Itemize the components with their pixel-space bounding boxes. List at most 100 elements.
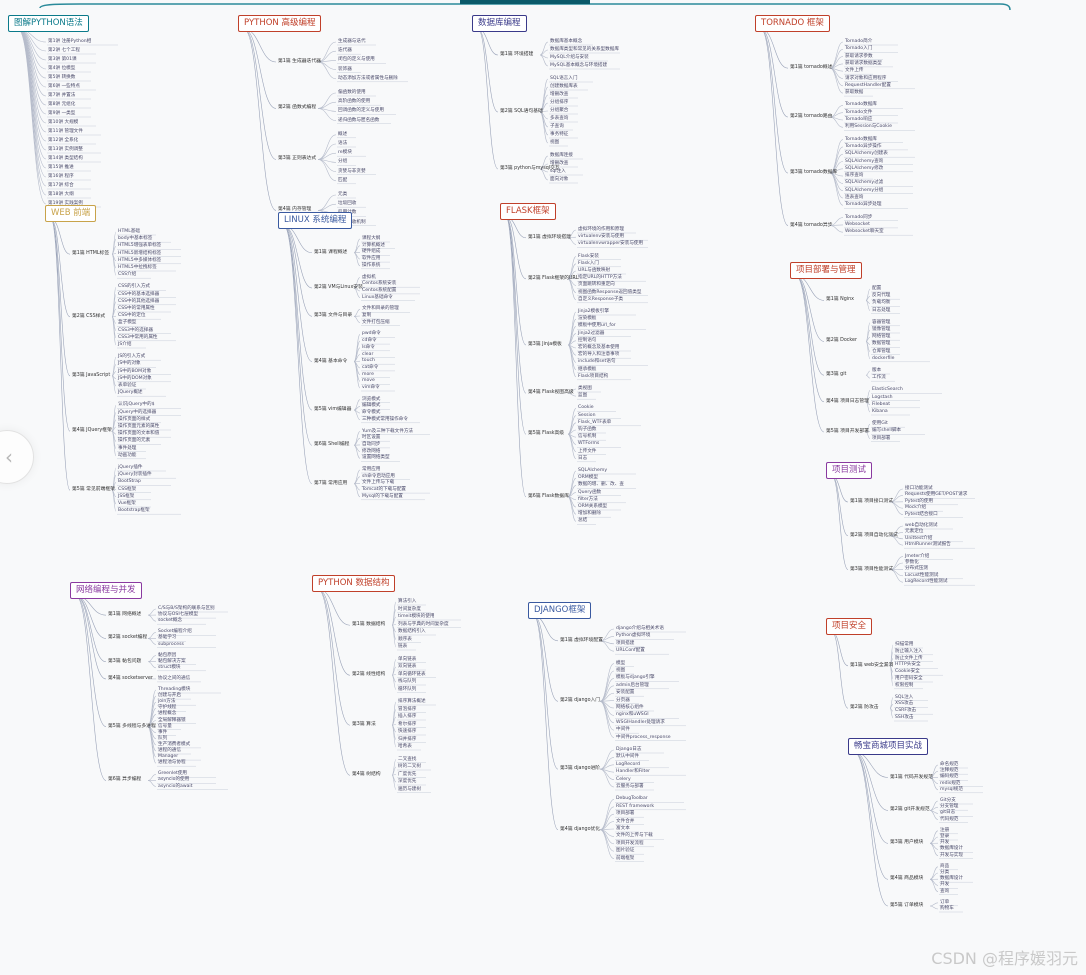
topic-item[interactable]: Flask_WTF表单 [578,419,612,425]
topic-item[interactable]: 多表查询 [550,116,569,121]
topic-item[interactable]: 注释规范 [940,768,959,774]
topic-item[interactable]: 单向链表 [398,656,417,662]
topic-item[interactable]: Kibana [872,409,888,414]
topic-item[interactable]: 第18讲 大纲 [48,192,74,197]
topic-item[interactable]: 数据库设计 [940,846,963,852]
topic-item[interactable]: 复制 [362,313,372,318]
topic-item[interactable]: Django日志 [616,747,642,752]
topic-item[interactable]: mysql规范 [940,786,963,792]
topic-item[interactable]: 网络核心组件 [616,705,644,710]
topic-item[interactable]: 网络管理 [872,334,891,340]
topic-item[interactable]: 常用应用 [362,467,381,472]
topic-item[interactable]: Flask项目结构 [578,373,609,379]
topic-item[interactable]: Pytest结合接口 [905,511,938,517]
branch-title[interactable]: 项目安全 [826,618,873,635]
section-label[interactable]: 第1篇 Nginx [826,297,855,303]
topic-item[interactable]: JS的引入方式 [118,354,146,360]
section-label[interactable]: 第2篇 VM与Linux安装 [314,284,363,290]
topic-item[interactable]: 模板中使用url_for [578,323,616,329]
section-label[interactable]: 第4篇 socketserver [108,675,153,681]
topic-item[interactable]: 视图 [550,140,560,145]
branch-title[interactable]: 数据库编程 [472,15,527,32]
topic-item[interactable]: Locust性能测试 [905,572,939,578]
topic-item[interactable]: struct模块 [158,664,181,670]
topic-item[interactable]: 文件上传与下载 [362,480,395,486]
topic-item[interactable]: 请求对象和应用程序 [845,75,887,81]
topic-item[interactable]: 顺序表 [398,636,412,642]
topic-item[interactable]: LogRecord性能测试 [905,579,948,585]
topic-item[interactable]: 第11讲 管理文件 [48,129,83,134]
topic-item[interactable]: 高阶函数的使用 [338,99,371,105]
topic-item[interactable]: virtualenvwrapper安装与使用 [578,241,644,247]
topic-item[interactable]: Tornado响应 [845,117,873,122]
topic-item[interactable]: 项目搭建 [616,640,635,646]
topic-item[interactable]: HTML5中拉拽标签 [118,265,157,270]
topic-item[interactable]: 文件打包压缩 [362,319,390,325]
topic-item[interactable]: 登录 [940,834,950,839]
topic-item[interactable]: Handler和Filter [616,769,651,775]
topic-item[interactable]: 宏的概念及基本使用 [578,345,620,350]
topic-item[interactable]: socket概念 [158,618,183,624]
topic-item[interactable]: 获取数据 [845,90,864,96]
topic-item[interactable]: 文件的上传与下载 [616,833,653,839]
section-label[interactable]: 第1篇 环境搭建 [500,52,534,57]
topic-item[interactable]: SQLAlchemy创建表 [845,151,888,157]
topic-item[interactable]: 中间件 [616,727,630,733]
topic-item[interactable]: 配置 [872,286,882,291]
topic-item[interactable]: 第4讲 位模型 [48,66,76,71]
topic-item[interactable]: Tornado简介 [845,39,873,44]
section-label[interactable]: 第1篇 web安全漏洞 [850,662,894,668]
section-label[interactable]: 第5篇 多线程与多进程 [108,723,156,729]
topic-item[interactable]: REST framework [616,803,655,809]
topic-item[interactable]: CSRF攻击 [895,708,917,714]
topic-item[interactable]: 黏包原因 [158,652,177,658]
topic-item[interactable]: 第14讲 类型结构 [48,156,83,161]
topic-item[interactable]: 开发 [940,840,950,846]
section-label[interactable]: 第1篇 项目接口测试 [850,499,893,504]
section-label[interactable]: 第7篇 常用应用 [314,480,348,486]
topic-item[interactable]: 图片验证 [616,848,635,854]
topic-item[interactable]: 事件 [158,729,168,735]
topic-item[interactable]: 偏函数的使用 [338,90,366,95]
topic-item[interactable]: CSS中的其他选择器 [118,298,160,304]
topic-item[interactable]: 修改网络 [362,448,381,454]
topic-item[interactable]: 树的二叉树 [398,764,421,769]
topic-item[interactable]: SQLAlchemy查询 [845,158,884,164]
topic-item[interactable]: 生产消费者模式 [158,741,191,747]
topic-item[interactable]: 操作系统 [362,262,381,268]
section-label[interactable]: 第3篇 用户模块 [890,840,924,846]
topic-item[interactable]: 防止文件上传 [895,655,923,661]
topic-item[interactable]: 广度优先 [398,771,417,777]
topic-item[interactable]: cat命令 [362,364,379,370]
topic-item[interactable]: cd命令 [362,338,377,344]
topic-item[interactable]: 浏览模式 [362,396,381,402]
section-label[interactable]: 第1篇 生成器迭代器 [278,59,321,64]
topic-item[interactable]: 贪婪与非贪婪 [338,168,366,174]
topic-item[interactable]: admin后台管理 [616,682,649,688]
topic-item[interactable]: virtualenv安装与使用 [578,234,625,240]
topic-item[interactable]: 创建数据库表 [550,84,578,89]
topic-item[interactable]: 第17讲 综合 [48,183,74,188]
topic-item[interactable]: 增删改查 [550,161,569,166]
topic-item[interactable]: 视图函数Response返回值类型 [578,289,642,295]
topic-item[interactable]: 信号机制 [578,434,597,440]
topic-item[interactable]: sql注入 [550,169,566,174]
topic-item[interactable]: 迭代器 [338,48,352,54]
topic-item[interactable]: 虚拟机 [362,274,376,280]
section-label[interactable]: 第2篇 socket编程 [108,635,148,641]
topic-item[interactable]: 钩子函数 [578,427,597,432]
topic-item[interactable]: 上传文件 [578,448,597,454]
topic-item[interactable]: filter方法 [578,496,598,502]
topic-item[interactable]: Manager [158,754,179,760]
topic-item[interactable]: Socket编程介绍 [158,629,192,635]
section-label[interactable]: 第5篇 订单模块 [890,903,924,908]
topic-item[interactable]: JS中的对象 [118,361,141,367]
topic-item[interactable]: 默认中间件 [616,754,639,760]
section-label[interactable]: 第1篇 虚拟环境配置 [560,637,603,643]
topic-item[interactable]: 数据结构引入 [398,629,426,634]
topic-item[interactable]: 冒泡排序 [398,706,417,712]
topic-item[interactable]: more [362,371,374,377]
topic-item[interactable]: 注册 [940,827,950,833]
topic-item[interactable]: 蓝图 [578,393,588,399]
topic-item[interactable]: 第10讲 大规模 [48,120,79,125]
